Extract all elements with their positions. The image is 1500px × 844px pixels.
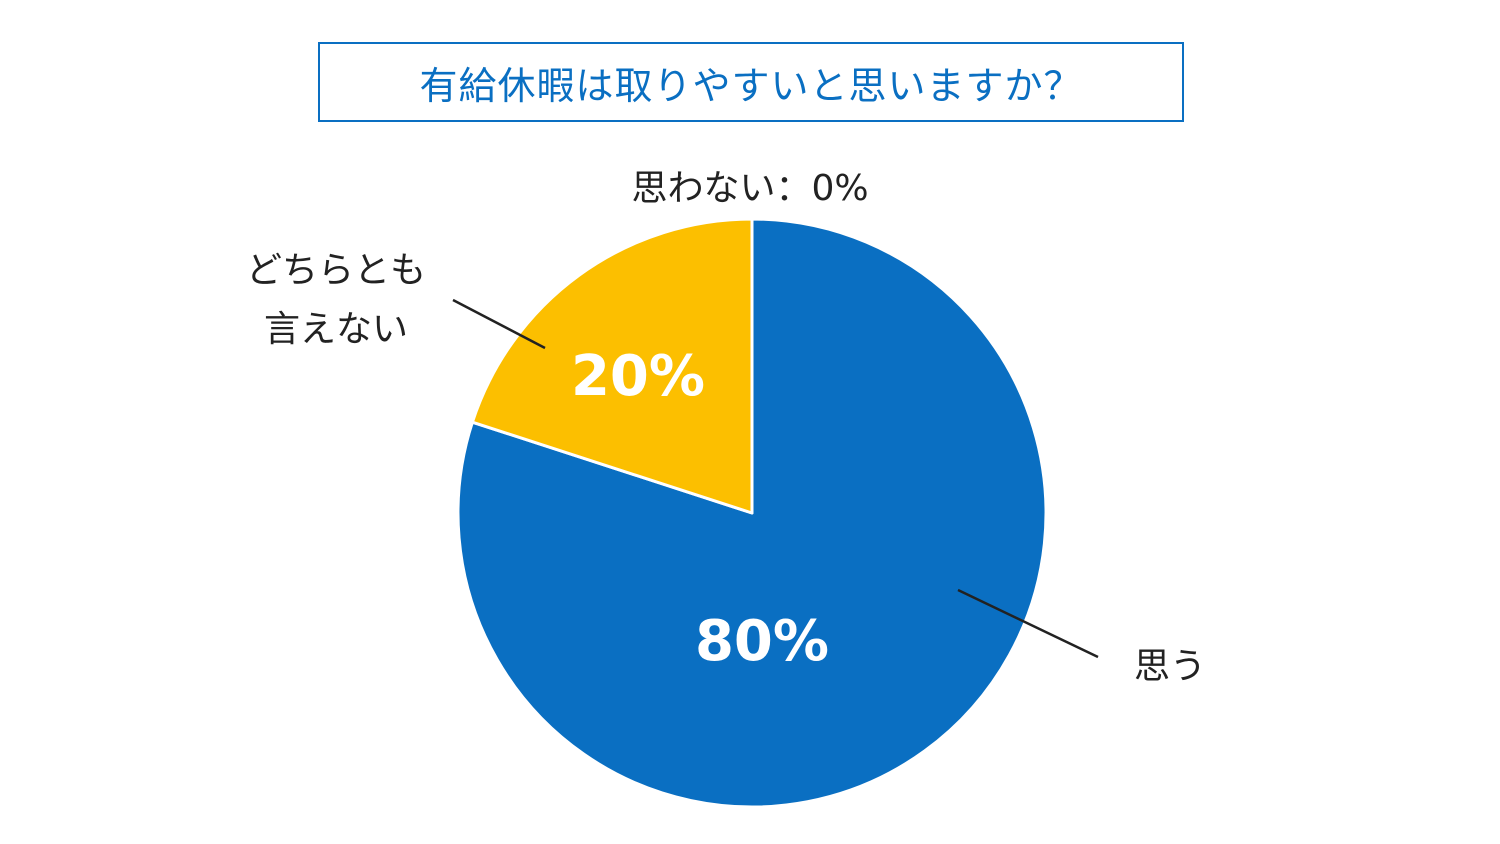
pie-slice-dochiratomo	[470, 217, 754, 515]
slice-value-dochiratomo: 20%	[571, 344, 705, 409]
slice-value-omou: 80%	[695, 609, 829, 674]
leader-lines	[452, 298, 1099, 659]
leader-line-omou	[957, 588, 1099, 659]
chart-title-box: 有給休暇は取りやすいと思いますか？	[318, 42, 1184, 122]
slice-label-omou: 思う	[1134, 646, 1206, 687]
leader-line-dochiratomo	[452, 298, 546, 350]
chart-title: 有給休暇は取りやすいと思いますか？	[419, 63, 1083, 108]
pie-slices	[456, 217, 1048, 809]
slice-label-dochiratomo-line1: どちらとも	[246, 250, 426, 291]
slice-label-dochiratomo-line2: 言えない	[264, 309, 408, 350]
slice-label-omowanai: 思わない：0%	[631, 168, 868, 209]
